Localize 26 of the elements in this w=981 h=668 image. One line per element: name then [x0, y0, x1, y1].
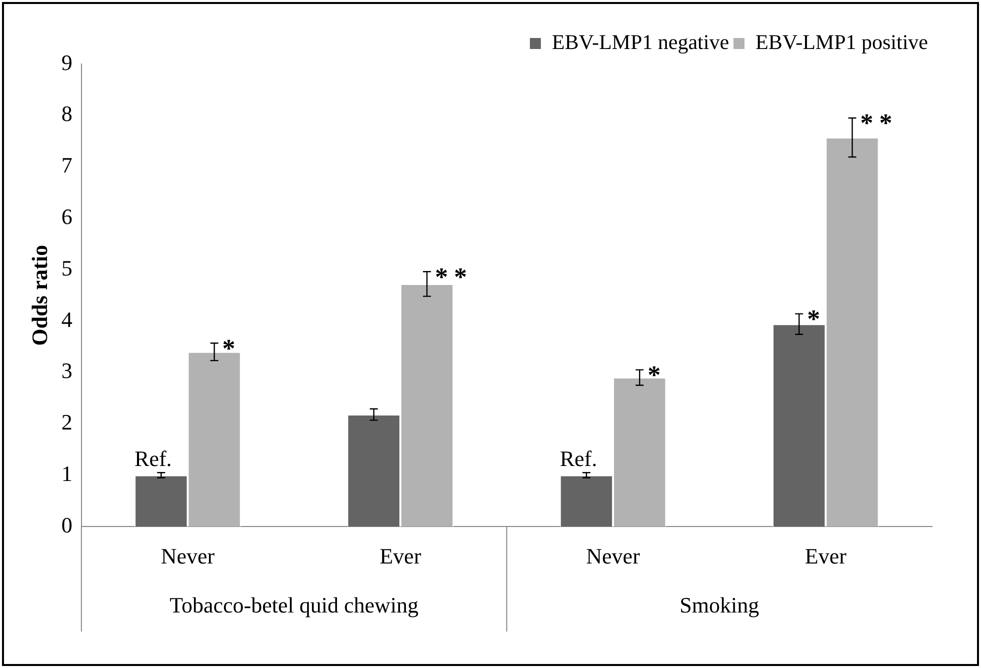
data-label: Ref. [134, 446, 172, 471]
x-tick-label: Never [586, 544, 641, 569]
x-tick-label: Ever [380, 544, 422, 569]
y-tick-label: 1 [61, 460, 72, 486]
data-label: ** [434, 262, 473, 292]
y-axis-title: Odds ratio [26, 244, 52, 346]
legend-label: EBV-LMP1 positive [756, 30, 928, 54]
x-tick-label: Never [160, 544, 216, 569]
data-label: * [648, 360, 667, 390]
y-tick-label: 2 [61, 410, 72, 435]
y-tick-label: 5 [61, 255, 72, 280]
data-label: Ref. [560, 446, 598, 471]
data-label: * [222, 334, 242, 363]
y-tick-label: 9 [61, 50, 72, 75]
data-label: * [807, 304, 826, 334]
text: Tobacco-betel quid chewing [170, 592, 419, 618]
data-label: ** [860, 108, 898, 138]
y-tick-label: 6 [61, 204, 72, 229]
y-tick-label: 4 [61, 306, 72, 332]
text: Smoking [680, 592, 760, 618]
x-tick-label: Ever [804, 544, 848, 569]
y-tick-label: 3 [61, 358, 72, 384]
legend-label: EBV-LMP1 negative [552, 30, 730, 54]
y-tick-label: 8 [61, 101, 72, 126]
y-tick-label: 0 [61, 512, 72, 538]
y-tick-label: 7 [61, 152, 72, 178]
